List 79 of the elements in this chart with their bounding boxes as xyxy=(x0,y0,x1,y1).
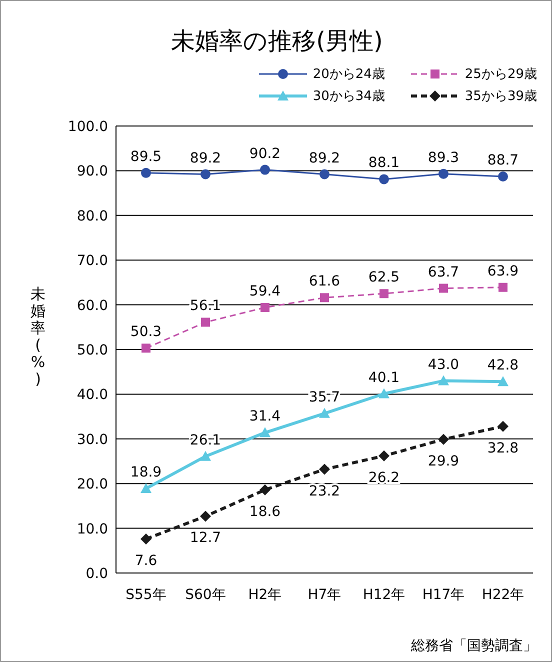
y-axis-title: 未婚率(%) xyxy=(30,285,46,388)
point xyxy=(260,427,270,438)
point xyxy=(141,168,151,178)
point xyxy=(142,344,150,353)
point xyxy=(438,375,449,386)
point xyxy=(438,168,448,179)
y-tick-label: 50.0 xyxy=(76,342,108,358)
x-tick-label: H7年 xyxy=(308,586,342,603)
y-tick-label: 90.0 xyxy=(76,164,108,180)
y-tick-label: 20.0 xyxy=(76,476,108,493)
point xyxy=(140,534,152,545)
x-tick-label: H2年 xyxy=(248,586,282,603)
point xyxy=(200,169,210,180)
legend-label: 20から24歳 xyxy=(312,66,385,83)
x-tick-label: H17年 xyxy=(422,586,465,603)
x-tick-label: H22年 xyxy=(482,586,524,603)
data-label: 12.7 xyxy=(190,530,222,546)
data-label: 89.2 xyxy=(190,150,222,166)
y-tick-label: 40.0 xyxy=(76,387,108,404)
data-label: 89.3 xyxy=(428,150,460,166)
point xyxy=(200,510,211,522)
data-label: 31.4 xyxy=(249,408,281,425)
point xyxy=(438,434,449,445)
point xyxy=(378,450,390,462)
data-label: 63.9 xyxy=(487,263,519,280)
y-tick-label: 80.0 xyxy=(76,208,108,224)
data-label: 43.0 xyxy=(428,356,460,373)
y-tick-label: 100.0 xyxy=(68,118,108,135)
point xyxy=(380,289,388,298)
data-label: 35.7 xyxy=(308,389,340,406)
point xyxy=(260,484,270,496)
x-tick-label: H12年 xyxy=(362,586,406,603)
point xyxy=(201,318,210,327)
point xyxy=(498,376,508,386)
legend-label: 30から34歳 xyxy=(312,88,385,105)
y-tick-label: 30.0 xyxy=(76,432,108,448)
point xyxy=(320,169,330,180)
y-tick-label: 10.0 xyxy=(76,521,108,538)
point xyxy=(320,293,329,302)
legend-label: 25から29歳 xyxy=(464,66,537,83)
x-tick-label: S55年 xyxy=(126,586,166,603)
point xyxy=(260,302,270,312)
data-label: 42.8 xyxy=(487,358,519,374)
point xyxy=(378,388,390,398)
point xyxy=(498,420,508,432)
data-label: 7.6 xyxy=(134,553,158,570)
chart-title: 未婚率の推移(男性) xyxy=(170,26,384,57)
data-label: 26.2 xyxy=(368,470,400,486)
data-label: 89.2 xyxy=(308,150,340,166)
data-label: 18.9 xyxy=(130,464,162,481)
data-label: 62.5 xyxy=(368,270,400,286)
point xyxy=(200,450,211,461)
y-tick-label: 0.0 xyxy=(86,566,108,582)
x-tick-label: S60年 xyxy=(185,586,226,603)
point xyxy=(439,284,448,293)
point xyxy=(260,164,270,175)
data-label: 40.1 xyxy=(368,370,400,386)
data-label: 18.6 xyxy=(249,504,281,520)
data-label: 29.9 xyxy=(428,453,460,470)
point xyxy=(498,282,508,292)
point xyxy=(319,464,330,475)
data-label: 88.1 xyxy=(368,155,400,172)
point xyxy=(319,408,330,418)
point xyxy=(498,172,508,182)
data-label: 90.2 xyxy=(249,146,281,162)
data-label: 23.2 xyxy=(308,483,340,500)
data-label: 61.6 xyxy=(308,274,340,290)
data-label: 88.7 xyxy=(487,152,519,169)
data-label: 89.5 xyxy=(130,148,162,165)
y-tick-label: 60.0 xyxy=(76,298,108,314)
data-label: 32.8 xyxy=(487,440,519,456)
data-label: 63.7 xyxy=(428,264,460,280)
point xyxy=(140,483,152,494)
data-label: 59.4 xyxy=(249,283,281,300)
legend-label: 35から39歳 xyxy=(464,88,537,105)
data-label: 50.3 xyxy=(130,324,162,340)
y-tick-label: 70.0 xyxy=(76,253,108,270)
point xyxy=(379,174,389,184)
text: 総務省「国勢調査」 xyxy=(411,637,537,655)
